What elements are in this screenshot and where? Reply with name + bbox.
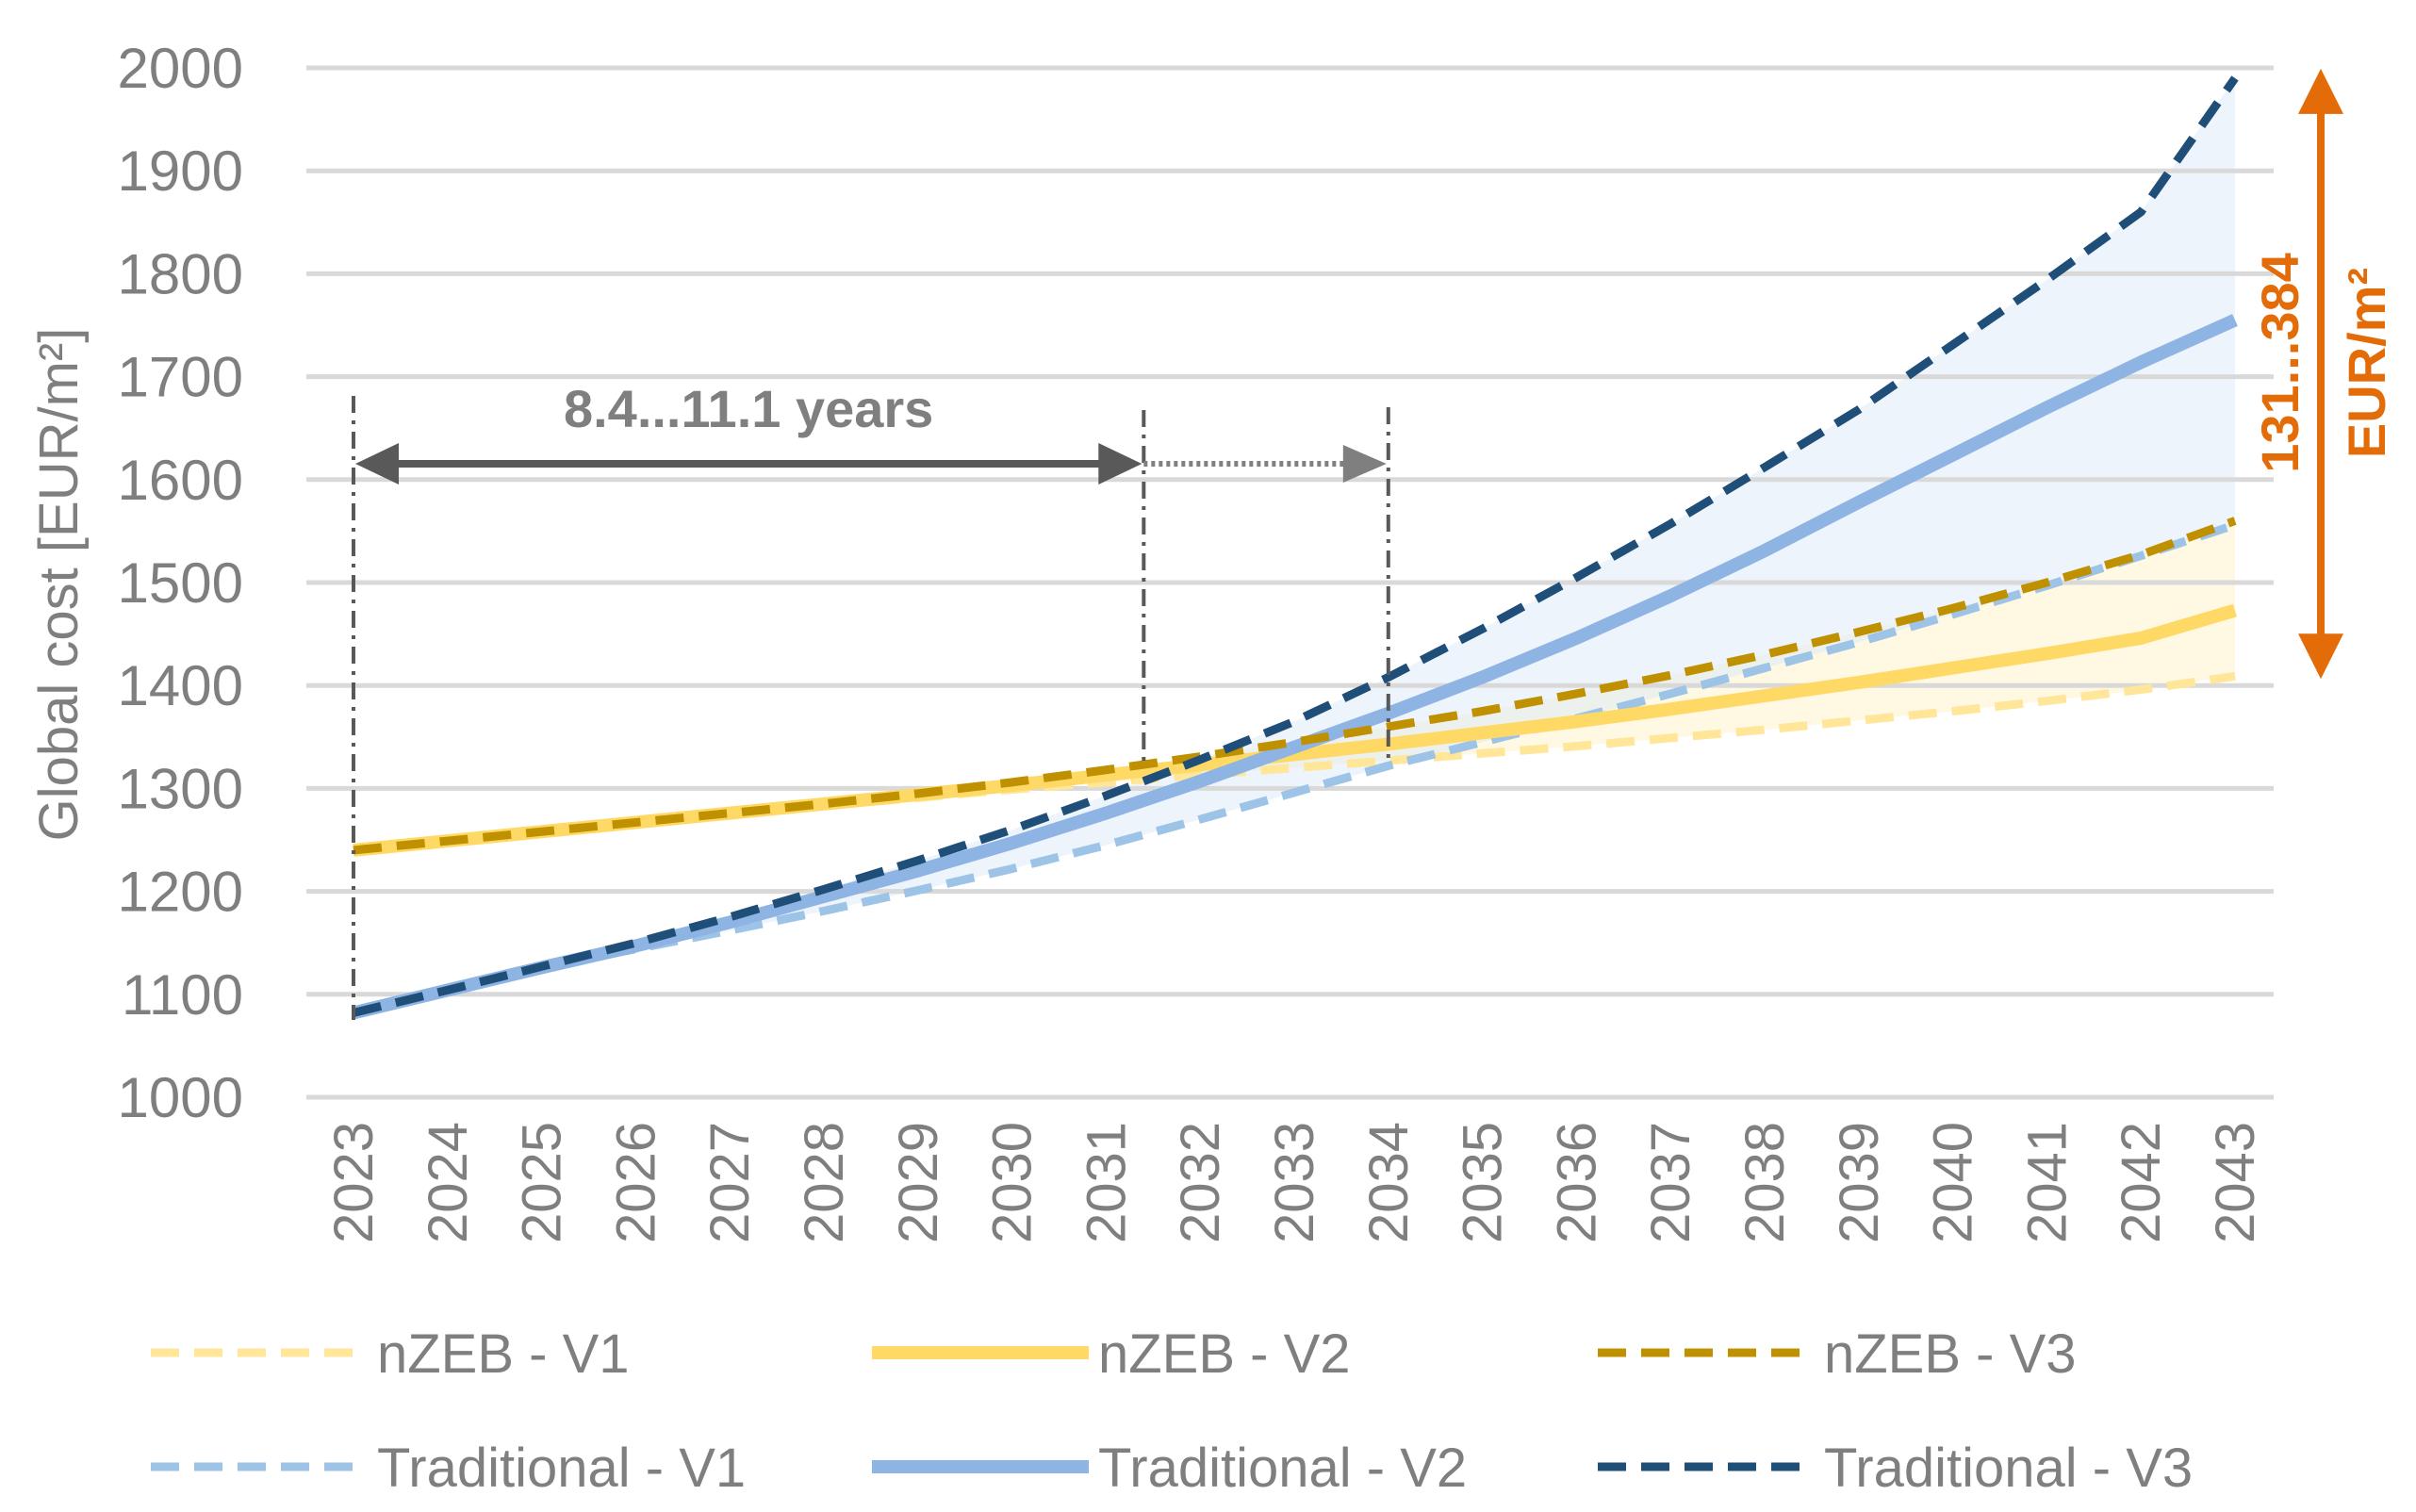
range-value-label: 131...384	[2250, 253, 2309, 473]
x-tick-2024: 2024	[418, 1122, 479, 1243]
x-tick-2023: 2023	[323, 1122, 385, 1243]
y-tick-1600: 1600	[118, 449, 243, 512]
x-tick-2042: 2042	[2111, 1122, 2172, 1243]
y-tick-1400: 1400	[118, 654, 243, 717]
payback-label: 8.4...11.1 years	[564, 379, 933, 438]
x-tick-2038: 2038	[1734, 1122, 1796, 1243]
x-tick-2028: 2028	[794, 1122, 855, 1243]
x-tick-2039: 2039	[1829, 1122, 1890, 1243]
x-tick-2041: 2041	[2016, 1122, 2078, 1243]
y-tick-1500: 1500	[118, 551, 243, 615]
payback-extension-head	[1342, 445, 1387, 483]
y-tick-2000: 2000	[118, 37, 243, 100]
x-tick-2034: 2034	[1358, 1122, 1420, 1243]
x-tick-2031: 2031	[1076, 1122, 1137, 1243]
annotations: 8.4...11.1 years 131...384 EUR/m²	[352, 68, 2396, 1020]
legend-label-traditional-v2: Traditional - V2	[1098, 1438, 1467, 1499]
range-fills	[353, 77, 2235, 1013]
legend-label-nzeb-v1: nZEB - V1	[377, 1323, 630, 1385]
x-tick-2026: 2026	[605, 1122, 666, 1243]
x-tick-2037: 2037	[1640, 1122, 1701, 1243]
y-tick-1800: 1800	[118, 242, 243, 305]
x-tick-2027: 2027	[699, 1122, 761, 1243]
x-tick-2036: 2036	[1546, 1122, 1607, 1243]
y-tick-1300: 1300	[118, 757, 243, 820]
legend-label-nzeb-v3: nZEB - V3	[1824, 1323, 2077, 1385]
legend: nZEB - V1 nZEB - V2 nZEB - V3 Traditional -…	[151, 1323, 2193, 1499]
series-lines	[352, 75, 2239, 1020]
y-tick-1900: 1900	[118, 140, 243, 203]
x-tick-2029: 2029	[888, 1122, 949, 1243]
y-axis-label: Global cost [EUR/m²]	[28, 328, 90, 842]
legend-label-traditional-v3: Traditional - V3	[1824, 1438, 2193, 1499]
x-tick-2025: 2025	[512, 1122, 573, 1243]
range-arrow-head-bottom	[2298, 633, 2343, 680]
x-tick-2040: 2040	[1923, 1122, 1984, 1243]
y-tick-1100: 1100	[122, 963, 243, 1027]
x-tick-2030: 2030	[982, 1122, 1044, 1243]
legend-label-nzeb-v2: nZEB - V2	[1098, 1323, 1351, 1385]
x-tick-2043: 2043	[2205, 1122, 2266, 1243]
series-line-traditional-v3	[352, 75, 2239, 1017]
series-line-nzeb-v3	[353, 517, 2237, 855]
x-tick-2035: 2035	[1453, 1122, 1514, 1243]
payback-arrow-head-left	[355, 443, 399, 485]
legend-label-traditional-v1: Traditional - V1	[377, 1438, 746, 1499]
y-tick-1700: 1700	[118, 346, 243, 409]
x-tick-2033: 2033	[1264, 1122, 1325, 1243]
x-axis-tick-labels: 2023 2024 2025 2026 2027 2028 2029 2030 2031 2032…	[323, 1122, 2266, 1243]
gridlines	[306, 65, 2274, 1100]
traditional-range-fill	[353, 77, 2235, 1013]
range-unit-label: EUR/m²	[2337, 268, 2396, 458]
y-tick-1200: 1200	[118, 861, 243, 924]
payback-arrow-head-right	[1098, 443, 1142, 485]
x-tick-2032: 2032	[1170, 1122, 1231, 1243]
y-axis-tick-labels: 1000 1100 1200 1300 1400 1500 1600 1700 1800 1900…	[118, 37, 243, 1129]
range-arrow-head-top	[2298, 68, 2343, 114]
y-tick-1000: 1000	[118, 1066, 243, 1129]
